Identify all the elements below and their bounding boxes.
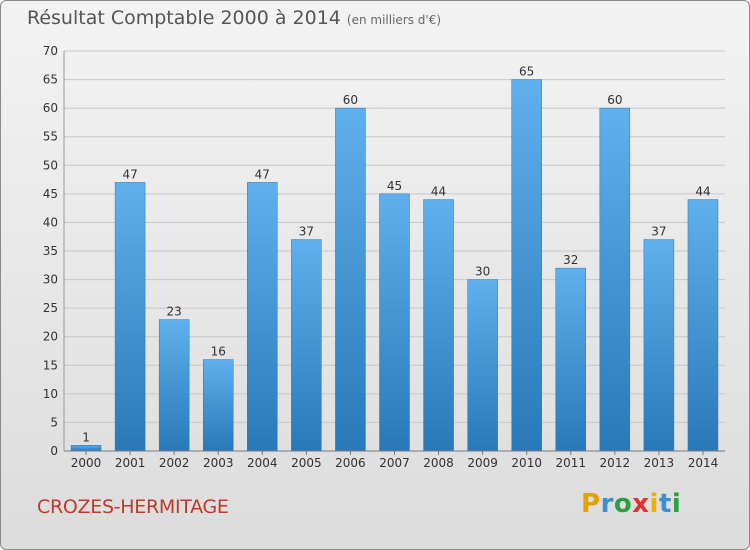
x-tick-label: 2003 (203, 456, 234, 470)
bar-2014 (687, 199, 719, 452)
proxiti-logo: Proxiti (581, 489, 681, 519)
logo-letter: i (649, 489, 659, 519)
y-tick-label: 15 (43, 358, 58, 372)
data-label-2010: 65 (519, 65, 534, 79)
logo-letter: t (658, 489, 672, 519)
bar-2002 (158, 319, 190, 452)
commune-name: CROZES-HERMITAGE (37, 496, 229, 518)
x-tick-label: 2014 (688, 456, 719, 470)
bar-2005 (291, 239, 322, 452)
data-label-2014: 44 (695, 185, 710, 199)
x-tick-label: 2005 (291, 456, 322, 470)
logo-letter: i (671, 489, 682, 519)
bar-2007 (379, 193, 410, 452)
x-tick-label: 2011 (555, 456, 586, 470)
x-axis: 2000 2001 2002 2003 2004 2005 2006 2007 2008 2009… (64, 450, 725, 470)
data-label-2006: 60 (343, 93, 358, 107)
logo-letter: P (581, 489, 601, 519)
bars (70, 79, 719, 452)
y-axis: 0 5 10 15 20 25 30 35 40 45 50 55 60 65 70 (43, 44, 65, 458)
y-tick-label: 25 (43, 301, 58, 315)
y-tick-label: 55 (43, 130, 58, 144)
data-label-2002: 23 (167, 305, 182, 319)
y-tick-label: 30 (43, 273, 58, 287)
bar-2004 (247, 182, 278, 452)
y-tick-label: 5 (50, 415, 58, 429)
bar-2008 (423, 199, 454, 452)
data-label-2009: 30 (475, 265, 490, 279)
y-tick-label: 45 (43, 187, 58, 201)
chart-unit-label: (en milliers d'€) (346, 13, 442, 27)
y-tick-label: 70 (43, 44, 58, 58)
bar-2003 (202, 359, 234, 452)
data-label-2003: 16 (211, 345, 226, 359)
bar-2009 (467, 279, 498, 452)
chart-title-text: Résultat Comptable 2000 à 2014 (27, 7, 341, 29)
bar-2000 (70, 445, 102, 452)
x-tick-label: 2000 (71, 456, 102, 470)
x-tick-label: 2012 (600, 456, 631, 470)
y-tick-label: 10 (43, 387, 58, 401)
y-tick-label: 20 (43, 330, 58, 344)
bar-2011 (555, 267, 587, 452)
bar-2012 (599, 107, 631, 452)
x-tick-label: 2008 (423, 456, 454, 470)
logo-letter: x (632, 489, 650, 519)
x-tick-label: 2001 (115, 456, 146, 470)
y-tick-label: 35 (43, 244, 58, 258)
data-label-2001: 47 (122, 167, 137, 181)
bar-2006 (335, 107, 366, 452)
x-tick-label: 2010 (511, 456, 542, 470)
data-label-2007: 45 (387, 179, 402, 193)
y-tick-label: 60 (43, 101, 58, 115)
logo-letter: r (600, 489, 614, 519)
x-tick-label: 2009 (467, 456, 498, 470)
data-label-2005: 37 (299, 225, 314, 239)
data-label-2008: 44 (431, 185, 446, 199)
chart-title: Résultat Comptable 2000 à 2014 (en millie… (27, 7, 441, 29)
data-labels: 1 47 23 16 47 37 60 45 44 30 65 32 60 37 44 (82, 65, 710, 445)
logo-letter: o (613, 489, 633, 519)
x-tick-label: 2013 (644, 456, 675, 470)
data-label-2000: 1 (82, 430, 90, 444)
data-label-2011: 32 (563, 253, 578, 267)
x-tick-label: 2004 (247, 456, 278, 470)
y-tick-label: 50 (43, 158, 58, 172)
data-label-2012: 60 (607, 93, 622, 107)
bar-2013 (643, 239, 675, 452)
y-tick-label: 0 (50, 444, 58, 458)
bar-2010 (511, 79, 542, 452)
x-tick-label: 2007 (379, 456, 410, 470)
data-label-2004: 47 (255, 167, 270, 181)
y-tick-label: 65 (43, 73, 58, 87)
data-label-2013: 37 (651, 225, 666, 239)
y-tick-label: 40 (43, 215, 58, 229)
bar-2001 (114, 182, 146, 452)
x-tick-label: 2006 (335, 456, 366, 470)
x-tick-label: 2002 (159, 456, 190, 470)
